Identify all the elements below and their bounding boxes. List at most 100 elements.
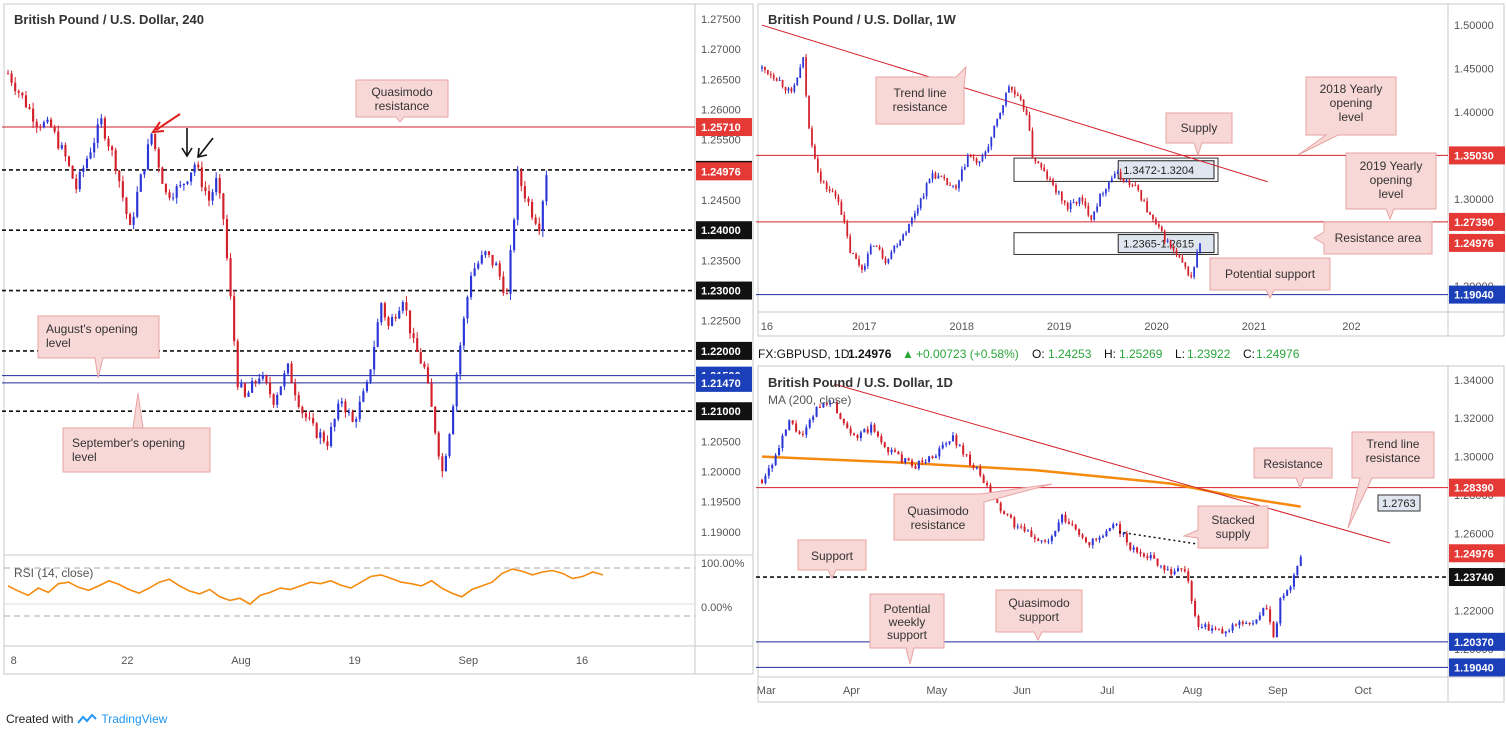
candle-body [1163, 231, 1166, 242]
candle-body [869, 245, 872, 255]
candle-body [1196, 252, 1198, 268]
candle-body [1207, 624, 1210, 631]
candle-body [825, 182, 828, 189]
candle-body [999, 112, 1001, 119]
candle-body [351, 411, 354, 422]
candle-body [1149, 555, 1152, 559]
candle-body [1279, 598, 1282, 624]
candle-body [1058, 191, 1060, 193]
candle-body [128, 214, 132, 225]
candle-body [1175, 250, 1178, 255]
candle-body [60, 145, 63, 149]
candle-body [1002, 105, 1004, 113]
candle-body [822, 402, 825, 408]
price-tick-label: 1.20000 [701, 467, 741, 479]
candle-body [855, 253, 857, 259]
candle-body [787, 88, 790, 91]
candle-body [1190, 275, 1193, 277]
current-price-tag [696, 162, 752, 181]
candle-body [1107, 182, 1110, 189]
candle-body [448, 434, 451, 456]
candle-body [1115, 524, 1118, 526]
candle-body [1157, 224, 1160, 227]
daily-chart[interactable]: FX:GBPUSD, 1D 1.24976 ▲ +0.00723 (+0.58%… [754, 342, 1506, 706]
price-1-2763-box [1377, 494, 1421, 512]
candle-body [261, 375, 264, 379]
candle-body [878, 246, 881, 250]
candle-body [355, 419, 358, 422]
candle-body [798, 431, 801, 434]
candle-body [766, 70, 769, 74]
current-price-label: 1.24976 [701, 166, 741, 178]
candle-body [387, 317, 390, 326]
candle-body [1040, 540, 1043, 542]
candle-body [286, 363, 290, 374]
candle-body [1292, 574, 1295, 587]
candle-body [1269, 609, 1272, 623]
svg-text:opening: opening [1370, 173, 1413, 187]
candle-body [849, 428, 852, 434]
candle-body [1282, 595, 1285, 599]
svg-text:level: level [1339, 110, 1364, 124]
candle-body [842, 418, 845, 424]
svg-text:level: level [1379, 187, 1404, 201]
ohlc-c: 1.24976 [1256, 347, 1300, 361]
candle-body [949, 184, 952, 186]
candle-body [1224, 631, 1227, 634]
candle-body [315, 423, 318, 438]
candle-body [1016, 94, 1019, 97]
candle-body [1040, 163, 1043, 168]
candle-body [1258, 615, 1261, 620]
candle-body [344, 401, 347, 413]
candle-body [93, 142, 96, 153]
callout-trend-line-resistance: Trend line resistance [875, 65, 967, 125]
candle-body [893, 449, 897, 452]
candle-body [928, 456, 931, 462]
rsi-line [7, 568, 604, 606]
candle-body [340, 401, 343, 404]
price-tick-label: 1.24500 [701, 195, 741, 207]
candle-body [383, 303, 386, 318]
candle-body [426, 367, 430, 384]
candle-body [1074, 524, 1077, 530]
candle-body [872, 245, 875, 247]
svg-text:opening: opening [1330, 96, 1373, 110]
footer-brand[interactable]: TradingView [101, 712, 168, 726]
current-price-label: 1.24976 [1454, 238, 1494, 250]
candle-body [890, 449, 893, 453]
candle-body [990, 137, 993, 147]
candle-body [904, 458, 907, 463]
price-tick-label: 1.32000 [1454, 413, 1494, 425]
price-tick-label: 1.26000 [701, 105, 741, 117]
callout-quasimodo-support: Quasimodo support [995, 589, 1083, 642]
candle-body [849, 236, 852, 254]
candle-body [380, 303, 383, 323]
candle-body [1008, 86, 1010, 93]
level-price-tag [1449, 568, 1505, 587]
candle-body [1050, 536, 1053, 542]
candle-body [914, 466, 917, 469]
candle-body [1098, 537, 1101, 540]
candle-body [523, 186, 526, 199]
candle-body [1143, 200, 1146, 202]
level-price-label: 1.35030 [1454, 150, 1494, 162]
candle-body [1122, 533, 1125, 535]
candle-body [822, 181, 825, 183]
candle-body [1128, 180, 1131, 186]
candle-body [197, 164, 200, 168]
candle-body [495, 263, 498, 266]
candle-body [505, 293, 509, 295]
candle-body [989, 485, 992, 495]
h4-chart[interactable]: 1.275001.270001.265001.260001.255001.250… [0, 0, 754, 706]
candle-body [924, 461, 927, 463]
candle-body [1125, 180, 1128, 183]
level-price-label: 1.28390 [1454, 483, 1494, 495]
weekly-chart[interactable]: 1.500001.450001.400001.350001.300001.250… [754, 0, 1506, 342]
candle-body [1005, 92, 1007, 106]
candle-body [978, 161, 981, 164]
candle-body [767, 468, 770, 476]
candle-body [218, 178, 221, 194]
candle-body [1184, 262, 1187, 268]
candle-body [459, 345, 462, 375]
callout-september-opening-level: September's opening level [62, 392, 211, 473]
